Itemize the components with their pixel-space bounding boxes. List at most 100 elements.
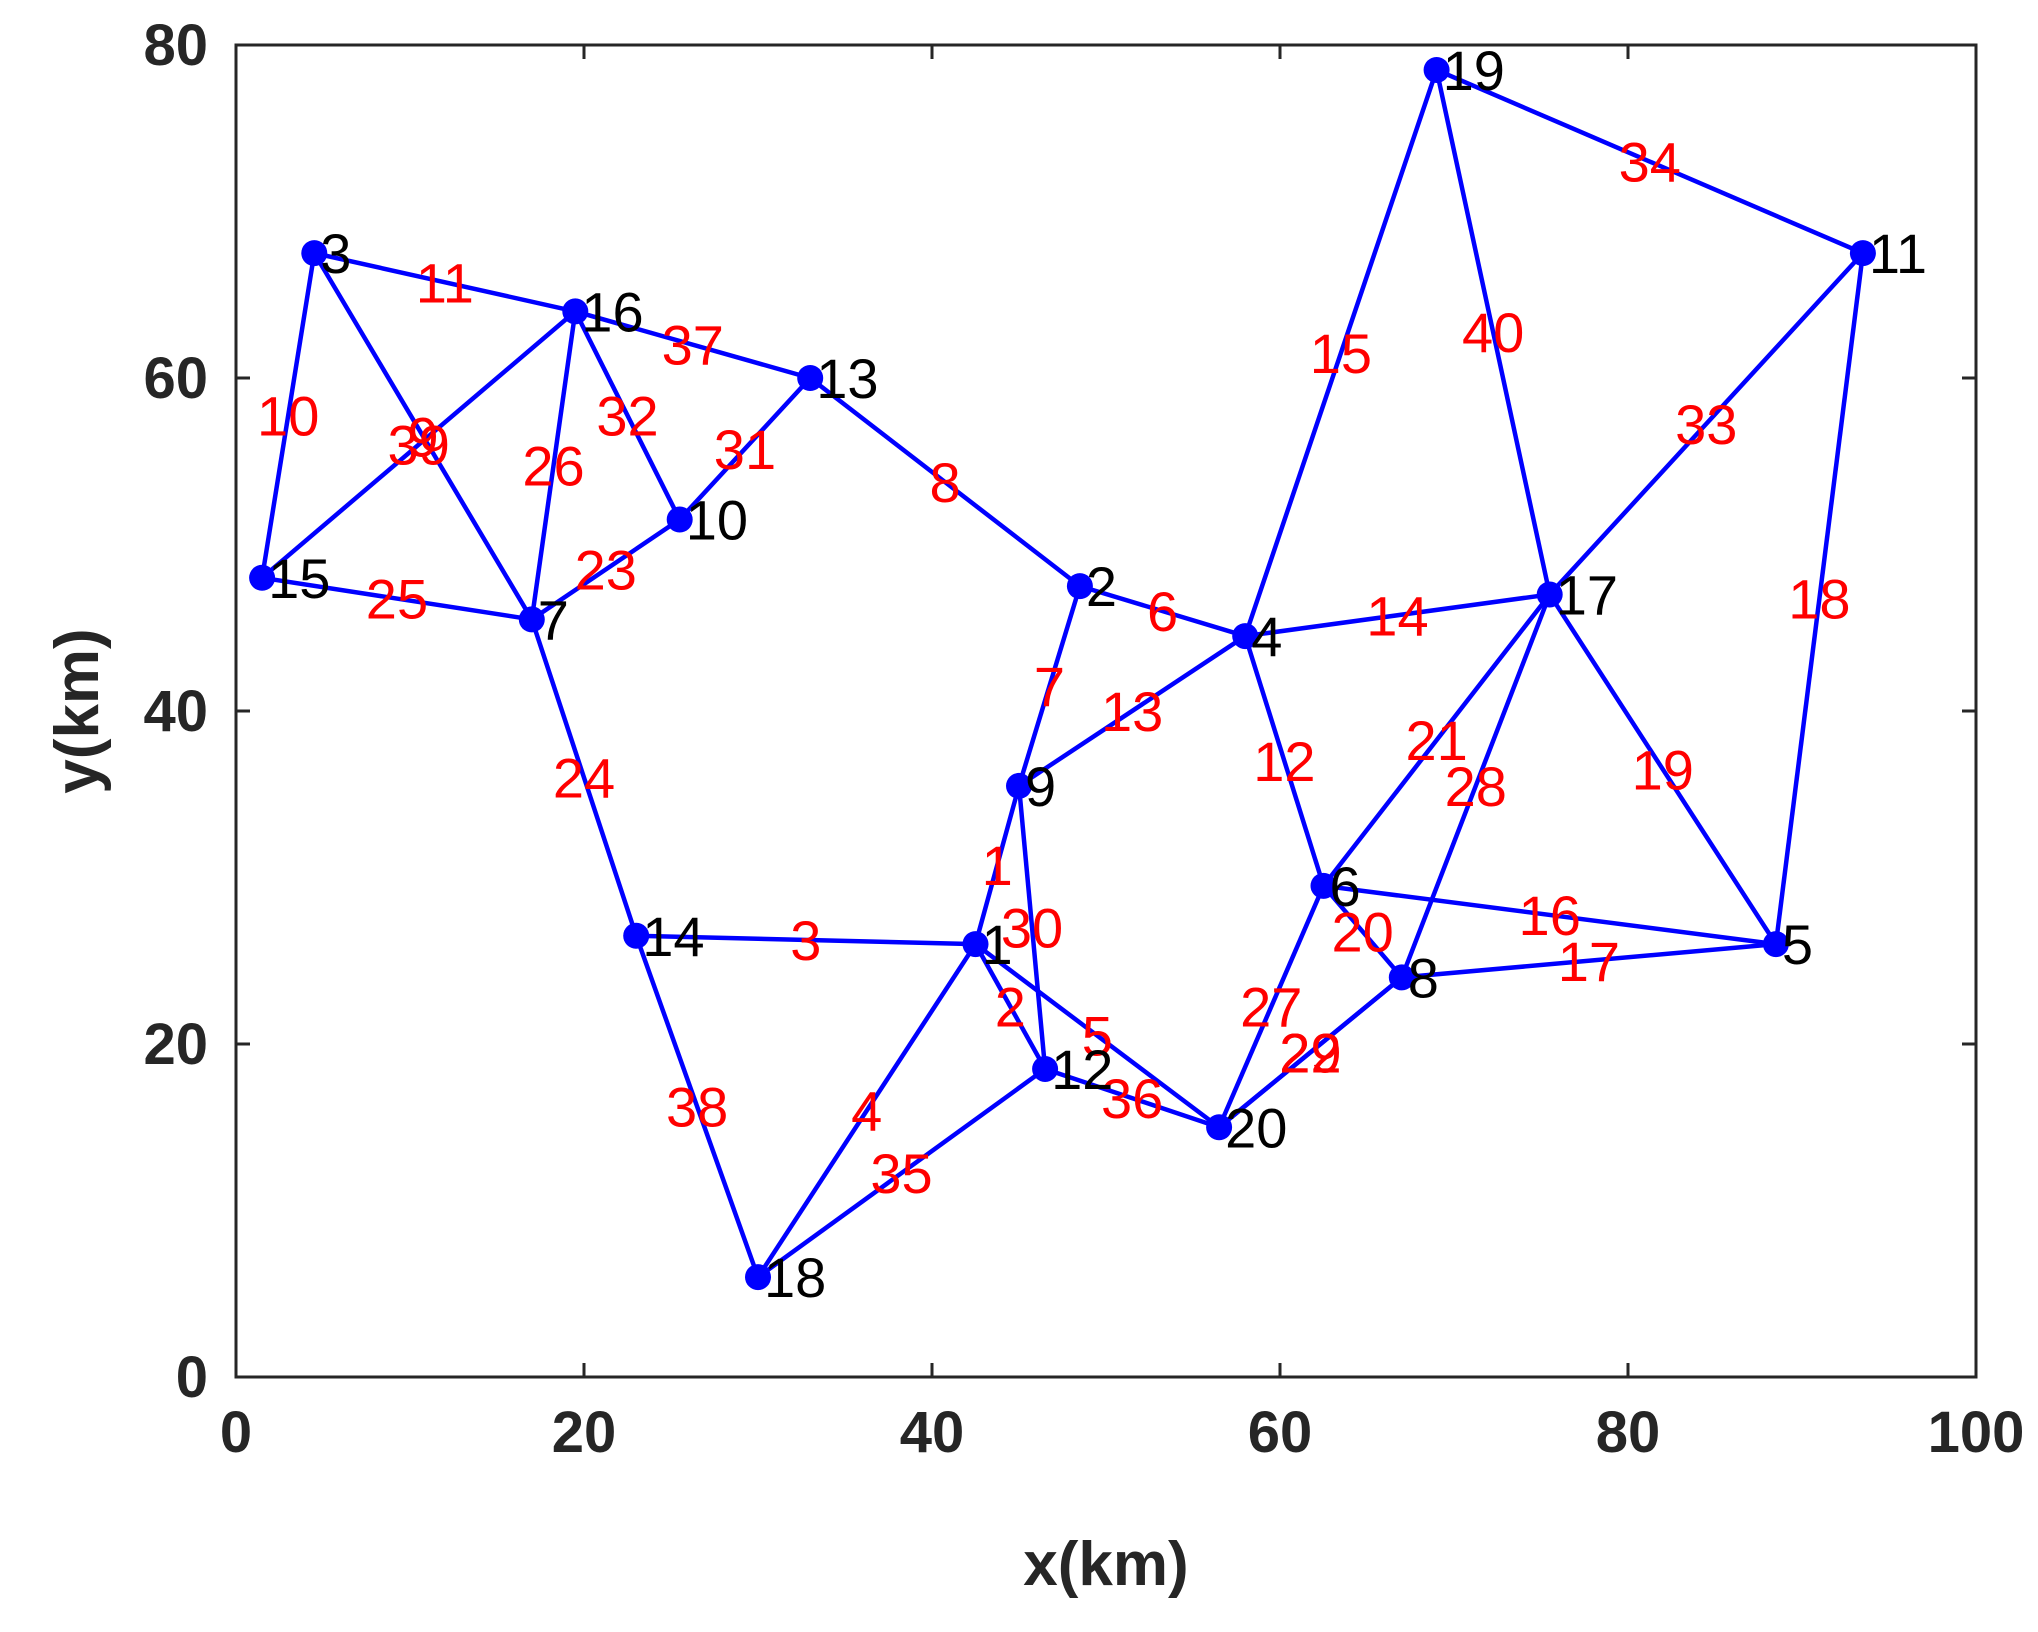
edge-11	[313, 250, 576, 314]
edge-10	[259, 252, 317, 579]
edge-label-11: 11	[416, 251, 474, 314]
edge-26	[529, 311, 578, 620]
x-tick-label: 80	[1596, 1400, 1661, 1465]
edge-39	[260, 309, 577, 580]
edge-13	[1017, 634, 1247, 788]
edge-2	[973, 943, 1048, 1071]
edge-32	[573, 310, 682, 521]
edge-label-30: 30	[1001, 896, 1063, 959]
edge-label-17: 17	[1558, 930, 1620, 993]
node-label-17: 17	[1556, 563, 1618, 626]
edge-label-16: 16	[1519, 884, 1581, 947]
edge-label-8: 8	[929, 451, 960, 514]
node-20	[1206, 1114, 1233, 1141]
node-5	[1762, 931, 1789, 958]
edge-20	[1321, 884, 1404, 979]
y-tick-label: 0	[176, 1345, 208, 1410]
node-6	[1310, 872, 1337, 899]
node-4	[1232, 623, 1259, 650]
nodes-layer	[249, 56, 1876, 1291]
edge-labels-layer: 1234567891011121314151617181920212223242…	[257, 131, 1850, 1205]
node-label-2: 2	[1086, 555, 1117, 618]
edge-label-26: 26	[522, 434, 584, 497]
y-axis-label: y(km)	[43, 628, 112, 793]
edge-16	[1323, 883, 1777, 947]
edge-40	[1434, 69, 1552, 595]
edge-7	[1016, 585, 1083, 787]
node-11	[1849, 240, 1876, 267]
node-label-14: 14	[642, 905, 704, 968]
edge-label-1: 1	[982, 834, 1013, 897]
x-axis-label: x(km)	[1023, 1530, 1188, 1599]
edge-label-22: 22	[1279, 1021, 1341, 1084]
edge-label-21: 21	[1405, 709, 1467, 772]
edge-25	[261, 575, 533, 622]
node-label-1: 1	[982, 913, 1013, 976]
y-tick-label: 40	[143, 679, 208, 744]
edge-label-19: 19	[1632, 738, 1694, 801]
edge-28	[1399, 593, 1552, 979]
node-1	[962, 931, 989, 958]
x-tick-label: 40	[900, 1400, 965, 1465]
edges-layer	[259, 67, 1866, 1279]
x-tick-label: 60	[1248, 1400, 1313, 1465]
node-label-12: 12	[1051, 1038, 1113, 1101]
edge-23	[530, 517, 681, 622]
edge-36	[1044, 1066, 1220, 1130]
edge-17	[1401, 941, 1777, 980]
node-label-6: 6	[1330, 855, 1361, 918]
edge-6	[1079, 583, 1246, 639]
x-tick-label: 100	[1928, 1400, 2025, 1465]
node-2	[1066, 573, 1093, 600]
node-label-20: 20	[1225, 1096, 1287, 1159]
edge-label-24: 24	[553, 747, 615, 810]
edge-label-27: 27	[1240, 976, 1302, 1039]
edge-label-32: 32	[596, 384, 658, 447]
edge-8	[808, 376, 1082, 588]
node-label-13: 13	[816, 347, 878, 410]
edge-37	[574, 309, 811, 381]
x-tick-label: 20	[552, 1400, 617, 1465]
node-label-18: 18	[764, 1246, 826, 1309]
edge-label-7: 7	[1034, 655, 1065, 718]
edge-label-10: 10	[257, 384, 319, 447]
node-10	[666, 506, 693, 533]
node-9	[1006, 772, 1032, 799]
edge-label-4: 4	[851, 1080, 882, 1143]
node-label-15: 15	[268, 547, 330, 610]
edge-34	[1435, 67, 1864, 256]
edge-15	[1243, 69, 1439, 637]
edge-label-37: 37	[662, 314, 724, 377]
edge-label-3: 3	[790, 909, 821, 972]
edge-12	[1243, 635, 1326, 887]
edge-label-33: 33	[1675, 393, 1737, 456]
y-tick-label: 60	[143, 346, 208, 411]
node-label-19: 19	[1443, 39, 1505, 102]
axes-layer: 0 20 40 60 80 100 0 20 40 60 80	[143, 13, 2024, 1465]
edge-29	[1217, 975, 1404, 1129]
edge-label-38: 38	[666, 1075, 728, 1138]
node-12	[1032, 1055, 1059, 1082]
edge-9	[312, 251, 534, 621]
node-19	[1423, 56, 1450, 83]
node-label-9: 9	[1025, 755, 1056, 818]
edge-19	[1547, 593, 1778, 946]
edge-3	[636, 933, 976, 947]
edge-1	[973, 785, 1022, 945]
node-13	[797, 365, 824, 391]
edge-label-6: 6	[1147, 580, 1178, 643]
edge-label-13: 13	[1101, 680, 1163, 743]
edge-label-31: 31	[714, 418, 776, 481]
edge-label-34: 34	[1619, 131, 1681, 194]
edge-label-29: 29	[1279, 1021, 1341, 1084]
node-14	[623, 922, 650, 949]
node-16	[562, 298, 589, 325]
node-label-8: 8	[1408, 946, 1439, 1009]
edge-38	[634, 935, 761, 1278]
node-label-10: 10	[686, 489, 748, 552]
node-7	[518, 606, 545, 633]
node-8	[1388, 964, 1415, 991]
